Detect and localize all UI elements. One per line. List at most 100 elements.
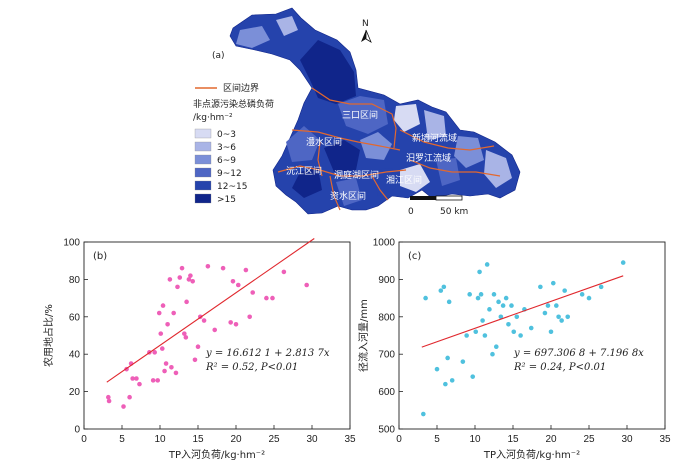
data-point bbox=[467, 292, 472, 297]
region-label: 汨罗江流域 bbox=[406, 152, 451, 164]
map-patch bbox=[400, 164, 430, 192]
x-tick-label: 15 bbox=[507, 434, 519, 445]
regression-equation: y = 16.612 1 + 2.813 7x bbox=[205, 348, 330, 359]
data-point bbox=[550, 280, 556, 286]
data-point bbox=[264, 295, 269, 301]
data-point bbox=[165, 321, 170, 327]
regression-line bbox=[421, 275, 624, 348]
map-legend: 区间边界 非点源污染总磷负荷 /kg·hm⁻² 0~3 3~6 6~9 9~12 12~… bbox=[193, 82, 274, 205]
panel-label: (c) bbox=[408, 251, 421, 262]
data-point bbox=[106, 394, 111, 400]
data-point bbox=[480, 318, 485, 323]
map-patch bbox=[286, 126, 320, 162]
data-point bbox=[130, 376, 135, 381]
data-point bbox=[233, 321, 239, 327]
data-point bbox=[158, 331, 164, 336]
data-point bbox=[464, 333, 469, 338]
data-point bbox=[503, 295, 509, 301]
data-point bbox=[150, 378, 156, 383]
legend-swatch bbox=[194, 167, 212, 178]
panel-label: (b) bbox=[93, 251, 107, 262]
data-point bbox=[177, 275, 183, 280]
plot-frame bbox=[83, 241, 351, 430]
data-point bbox=[491, 292, 497, 297]
data-point bbox=[620, 260, 626, 265]
x-tick-label: 20 bbox=[230, 434, 242, 445]
data-point bbox=[175, 284, 180, 290]
map-patch bbox=[394, 104, 420, 132]
y-tick-label: 100 bbox=[63, 238, 80, 249]
data-point bbox=[449, 378, 455, 383]
regression-line bbox=[106, 238, 315, 383]
data-point bbox=[220, 265, 226, 271]
y-tick-label: 900 bbox=[378, 275, 395, 286]
x-tick-label: 15 bbox=[192, 434, 204, 445]
data-point bbox=[548, 329, 554, 335]
region-label: 沅江区间 bbox=[286, 165, 322, 177]
map-patch bbox=[276, 16, 298, 36]
y-tick-label: 40 bbox=[69, 350, 81, 361]
data-point bbox=[478, 292, 484, 297]
data-point bbox=[579, 292, 585, 297]
data-point bbox=[183, 335, 189, 340]
y-tick-label: 80 bbox=[69, 275, 81, 286]
data-point bbox=[163, 361, 169, 366]
data-point bbox=[559, 318, 564, 323]
data-point bbox=[173, 370, 179, 376]
legend-boundary-label: 区间边界 bbox=[223, 82, 259, 94]
data-point bbox=[121, 404, 126, 409]
map-patch bbox=[336, 178, 362, 206]
data-point bbox=[528, 325, 534, 331]
data-point bbox=[482, 333, 488, 338]
data-point bbox=[470, 374, 476, 379]
data-point bbox=[509, 303, 514, 308]
x-tick-label: 10 bbox=[469, 434, 481, 445]
map-patch bbox=[236, 26, 270, 48]
basin-map bbox=[229, 7, 521, 215]
data-point bbox=[201, 318, 207, 323]
map-patch bbox=[372, 168, 396, 196]
data-point bbox=[484, 262, 490, 267]
data-point bbox=[281, 269, 287, 275]
legend-swatch bbox=[194, 193, 212, 204]
scale-50km: 50 km bbox=[440, 207, 468, 217]
data-point bbox=[247, 314, 252, 320]
y-tick-label: 600 bbox=[378, 387, 395, 398]
data-point bbox=[230, 278, 236, 284]
data-point bbox=[473, 329, 479, 335]
y-tick-label: 20 bbox=[69, 387, 81, 398]
data-point bbox=[556, 314, 561, 320]
data-point bbox=[162, 368, 167, 374]
region-label: 资水区间 bbox=[330, 190, 366, 202]
region-label: 湘江区间 bbox=[386, 174, 422, 186]
map-panel: (a) N bbox=[193, 7, 521, 217]
legend-swatch bbox=[194, 180, 212, 191]
x-tick-label: 35 bbox=[659, 434, 671, 445]
data-point bbox=[235, 282, 241, 288]
map-patch bbox=[436, 158, 460, 186]
data-point bbox=[538, 284, 543, 290]
data-point bbox=[554, 303, 559, 308]
region-labels: 三口区间 新墙河流域 澧水区间 汨罗江流域 沅江区间 洞庭湖区间 湘江区间 资水… bbox=[286, 109, 457, 202]
regression-r2: R² = 0.24, P<0.01 bbox=[513, 362, 606, 373]
data-point bbox=[445, 355, 450, 361]
data-point bbox=[477, 269, 482, 275]
data-point bbox=[460, 359, 466, 364]
data-point bbox=[493, 344, 499, 350]
data-point bbox=[205, 264, 211, 269]
data-point bbox=[441, 284, 447, 290]
legend-title: 非点源污染总磷负荷 bbox=[193, 98, 274, 110]
x-tick-label: 0 bbox=[81, 434, 87, 445]
data-point bbox=[127, 394, 132, 400]
regression-equation: y = 697.306 8 + 7.196 8x bbox=[513, 348, 644, 359]
legend-swatch bbox=[194, 141, 212, 152]
x-tick-label: 30 bbox=[621, 434, 633, 445]
data-point bbox=[159, 346, 165, 351]
data-point bbox=[156, 310, 162, 316]
data-point bbox=[106, 398, 112, 404]
data-point bbox=[182, 331, 187, 336]
data-point bbox=[184, 299, 189, 305]
data-point bbox=[434, 366, 440, 372]
data-point bbox=[188, 273, 193, 278]
